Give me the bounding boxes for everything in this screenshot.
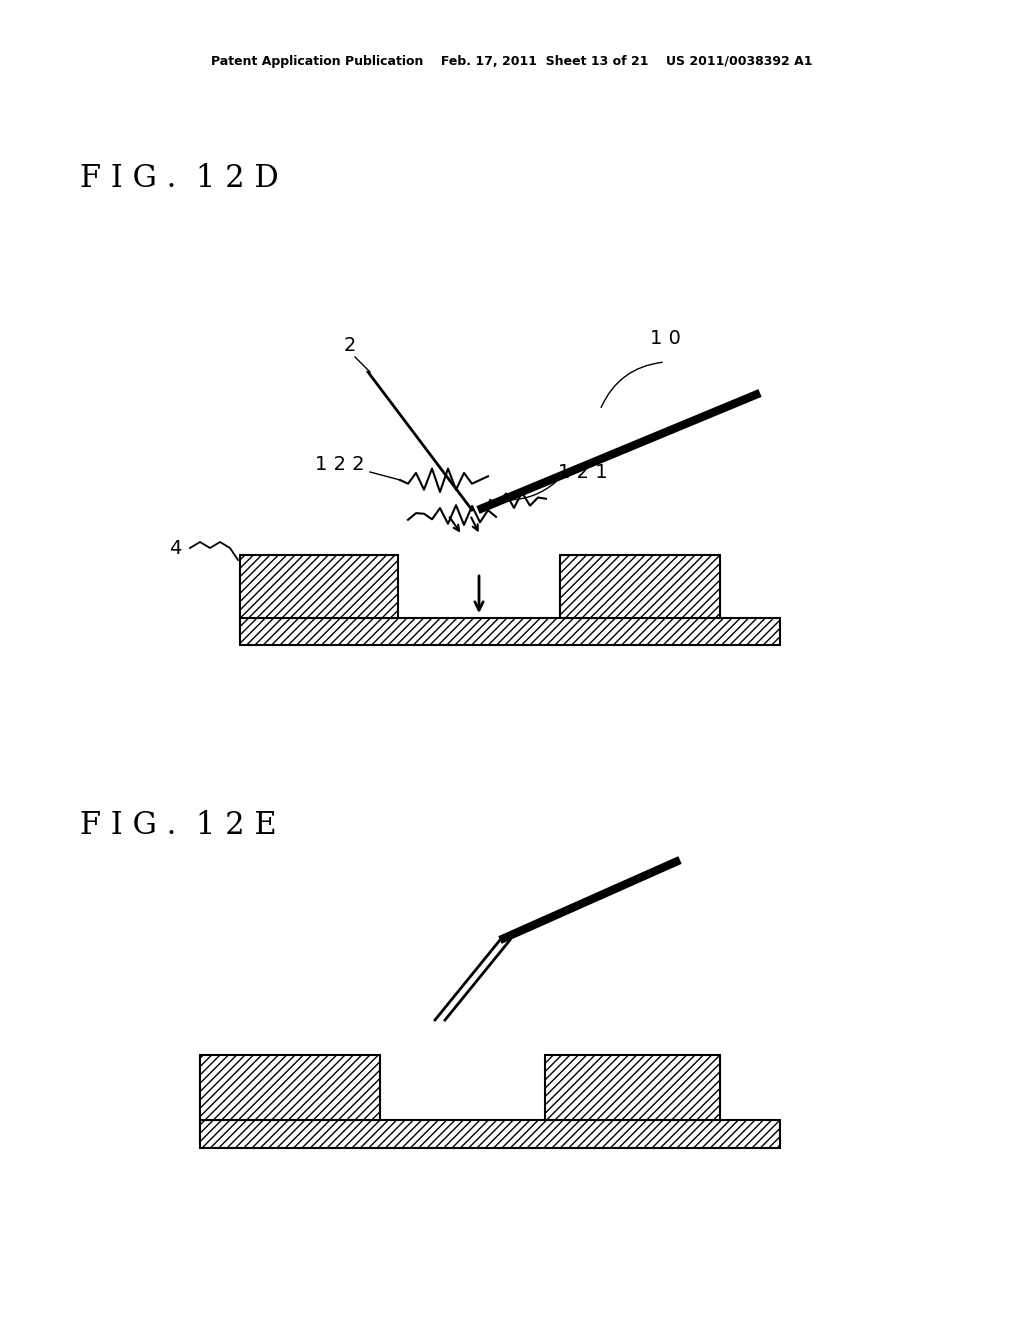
Bar <box>240 618 780 645</box>
Text: 2: 2 <box>344 337 356 355</box>
Bar <box>200 1055 380 1119</box>
Bar <box>560 554 720 618</box>
Text: 1 0: 1 0 <box>650 329 681 348</box>
Bar <box>240 554 398 618</box>
Text: F I G .  1 2 D: F I G . 1 2 D <box>80 162 279 194</box>
Text: F I G .  1 2 E: F I G . 1 2 E <box>80 810 276 841</box>
Bar <box>240 618 780 645</box>
Text: 1 2 1: 1 2 1 <box>558 462 607 482</box>
Bar <box>545 1055 720 1119</box>
Bar <box>200 1119 780 1148</box>
Text: 1 2 2: 1 2 2 <box>315 455 365 474</box>
Bar <box>560 554 720 618</box>
Bar <box>200 1055 380 1119</box>
Text: Patent Application Publication    Feb. 17, 2011  Sheet 13 of 21    US 2011/00383: Patent Application Publication Feb. 17, … <box>211 55 813 69</box>
Bar <box>240 554 398 618</box>
Text: 4: 4 <box>169 539 181 557</box>
Bar <box>200 1119 780 1148</box>
Bar <box>545 1055 720 1119</box>
